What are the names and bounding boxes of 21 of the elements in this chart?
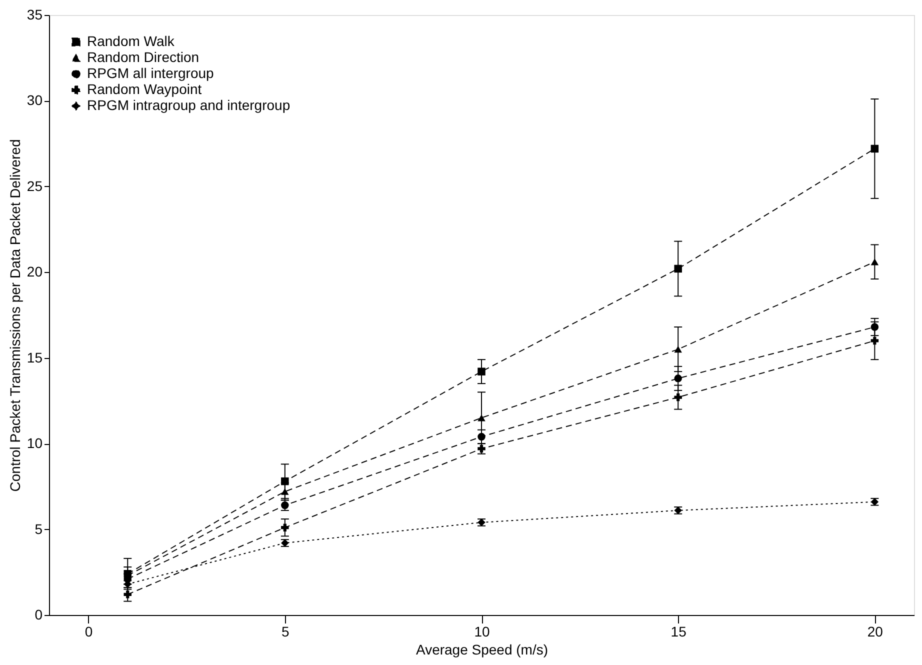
legend-label: RPGM intragroup and intergroup	[87, 97, 290, 113]
point	[478, 368, 486, 376]
legend-label: Random Walk	[87, 33, 176, 49]
x-tick-label: 20	[867, 624, 884, 640]
y-tick-label: 25	[26, 178, 43, 194]
legend-label: Random Direction	[87, 49, 200, 65]
x-tick-label: 10	[474, 624, 490, 640]
y-tick-label: 15	[26, 349, 43, 366]
x-tick-label: 5	[282, 624, 290, 640]
y-tick-label: 10	[26, 435, 43, 452]
y-tick-label: 20	[26, 264, 43, 280]
y-axis-title: Control Packet Transmissions per Data Packet Delivered	[6, 139, 23, 492]
legend-label: RPGM all intergroup	[87, 65, 214, 81]
y-tick-label: 30	[26, 92, 43, 108]
y-tick-label: 0	[34, 606, 43, 622]
y-tick-label: 35	[26, 6, 43, 22]
legend-label: Random Waypoint	[87, 81, 202, 97]
y-tick-label: 5	[34, 520, 43, 537]
x-tick-label: 15	[670, 624, 687, 640]
x-axis-title: Average Speed (m/s)	[416, 642, 548, 658]
x-tick-label: 0	[84, 624, 93, 640]
